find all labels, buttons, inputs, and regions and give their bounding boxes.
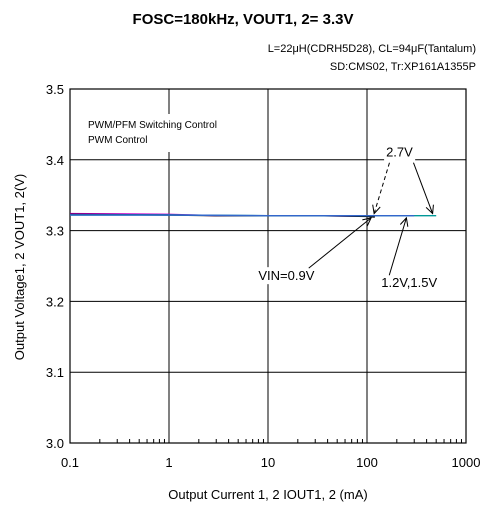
y-axis-label: Output Voltage1, 2 VOUT1, 2(V) xyxy=(12,174,27,360)
chart-title: FOSC=180kHz, VOUT1, 2= 3.3V xyxy=(133,11,354,28)
series-layer xyxy=(69,212,437,218)
x-tick-label: 100 xyxy=(356,455,378,470)
annotation-arrowhead xyxy=(425,204,434,215)
y-tick-label: 3.1 xyxy=(46,365,64,380)
x-tick-label: 1000 xyxy=(452,455,481,470)
annotation-arrow xyxy=(308,217,372,269)
annotation-arrowhead xyxy=(399,216,409,227)
x-tick-label: 10 xyxy=(261,455,275,470)
y-tick-label: 3.0 xyxy=(46,436,64,451)
y-tick-label: 3.3 xyxy=(46,224,64,239)
chart-subtitle-line2: SD:CMS02, Tr:XP161A1355P xyxy=(330,61,476,73)
annotation-dashed-arrow xyxy=(373,162,390,214)
legend-entry-pwm-pfm: PWM/PFM Switching Control xyxy=(88,120,217,131)
annotation-bg xyxy=(384,143,416,161)
y-tick-label: 3.4 xyxy=(46,153,64,168)
legend-entry-pwm: PWM Control xyxy=(88,135,147,146)
series-line-3 xyxy=(70,214,415,217)
plot-frame xyxy=(69,88,467,444)
minor-ticks xyxy=(99,439,462,443)
annotation-label-1: VIN=0.9V xyxy=(258,268,314,283)
x-tick-labels: 0.1 1 10 100 1000 xyxy=(61,455,481,470)
x-axis-label: Output Current 1, 2 IOUT1, 2 (mA) xyxy=(168,487,367,502)
annotation-arrowhead xyxy=(372,204,381,215)
chart-subtitle-line1: L=22μH(CDRH5D28), CL=94μF(Tantalum) xyxy=(268,43,476,55)
annotation-arrow xyxy=(412,162,434,214)
x-tick-label: 1 xyxy=(165,455,172,470)
annotations: 2.7V VIN=0.9V 1.2V,1.5V xyxy=(256,143,441,292)
y-tick-labels: 3.0 3.1 3.2 3.3 3.4 3.5 xyxy=(46,82,64,451)
annotation-label-0: 2.7V xyxy=(386,145,413,160)
annotation-label-2: 1.2V,1.5V xyxy=(381,275,437,290)
annotation-bg xyxy=(256,267,317,285)
y-tick-label: 3.5 xyxy=(46,82,64,97)
annotation-arrowhead xyxy=(362,217,372,227)
y-tick-label: 3.2 xyxy=(46,294,64,309)
x-tick-label: 0.1 xyxy=(61,455,79,470)
annotation-bg xyxy=(378,274,441,292)
legend: PWM/PFM Switching Control PWM Control xyxy=(80,114,250,152)
annotation-arrow xyxy=(388,217,407,276)
